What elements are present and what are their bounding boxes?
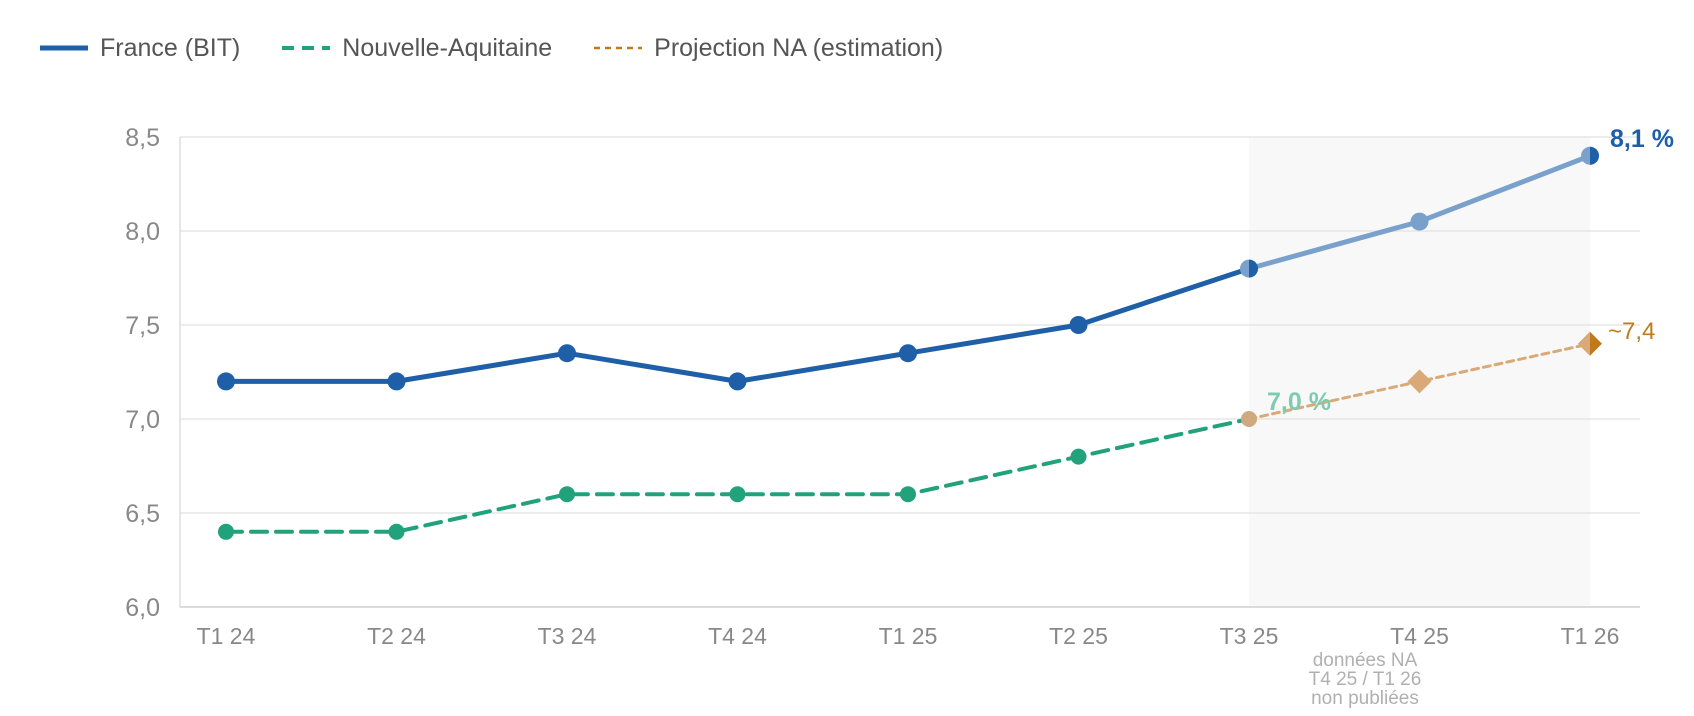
x-tick-label: T1 26 bbox=[1561, 623, 1620, 649]
annotation-line: T4 25 / T1 26 bbox=[1309, 669, 1422, 690]
data-point-nouvelle-aquitaine bbox=[218, 523, 234, 540]
data-point-nouvelle-aquitaine bbox=[388, 523, 405, 540]
legend-item-projection: Projection NA (estimation) bbox=[594, 34, 943, 63]
x-tick-label: T4 25 bbox=[1390, 623, 1449, 649]
x-tick-label: T3 24 bbox=[538, 623, 597, 649]
data-point-france bbox=[899, 344, 917, 363]
x-tick-label: T3 25 bbox=[1220, 623, 1279, 649]
data-point-nouvelle-aquitaine bbox=[729, 486, 746, 503]
annotation-line: non publiées bbox=[1311, 688, 1419, 709]
legend-swatch-dashed-line bbox=[282, 46, 331, 50]
data-point-france bbox=[728, 372, 747, 391]
x-tick-label: T4 24 bbox=[708, 623, 767, 649]
data-point-france bbox=[387, 372, 406, 391]
x-tick-label: T1 25 bbox=[879, 623, 938, 649]
end-label-projection: ~7,4 bbox=[1608, 318, 1655, 345]
y-tick-label: 6,5 bbox=[125, 500, 160, 528]
chart-legend: France (BIT) Nouvelle-Aquitaine Projecti… bbox=[40, 28, 985, 68]
end-label-nouvelle-aquitaine: 7,0 % bbox=[1267, 388, 1331, 416]
legend-label-france: France (BIT) bbox=[100, 33, 241, 62]
y-tick-label: 8,0 bbox=[125, 218, 160, 246]
end-label-france: 8,1 % bbox=[1610, 125, 1674, 153]
y-tick-label: 7,0 bbox=[125, 406, 160, 434]
data-point-france bbox=[558, 344, 576, 363]
series-line-nouvelle-aquitaine bbox=[224, 417, 1251, 534]
data-point-nouvelle-aquitaine bbox=[559, 486, 575, 503]
data-point-france bbox=[1410, 212, 1429, 231]
legend-swatch-dotted-line bbox=[594, 46, 643, 50]
data-point-france-half bbox=[1590, 146, 1599, 165]
data-point-france bbox=[1069, 316, 1088, 334]
legend-item-france: France (BIT) bbox=[40, 34, 240, 63]
data-point-projection bbox=[1407, 369, 1432, 394]
annotation-line: données NA bbox=[1313, 650, 1418, 671]
data-point-nouvelle-aquitaine bbox=[1241, 411, 1257, 427]
data-point-projection-half bbox=[1578, 331, 1590, 356]
x-tick-label: T2 25 bbox=[1049, 623, 1108, 649]
y-tick-label: 8,5 bbox=[125, 124, 160, 152]
data-point-france bbox=[217, 372, 235, 391]
legend-item-nouvelle-aquitaine: Nouvelle-Aquitaine bbox=[282, 34, 552, 63]
legend-label-nouvelle-aquitaine: Nouvelle-Aquitaine bbox=[342, 33, 553, 62]
data-point-nouvelle-aquitaine bbox=[900, 486, 916, 503]
legend-swatch-solid-line bbox=[40, 45, 88, 51]
data-point-nouvelle-aquitaine bbox=[1070, 448, 1087, 465]
y-tick-label: 6,0 bbox=[125, 594, 160, 622]
y-tick-label: 7,5 bbox=[125, 312, 160, 340]
data-point-france-half bbox=[1249, 259, 1259, 278]
x-tick-label: T2 24 bbox=[367, 623, 426, 649]
legend-label-projection: Projection NA (estimation) bbox=[654, 33, 944, 62]
x-tick-label: T1 24 bbox=[197, 623, 256, 649]
